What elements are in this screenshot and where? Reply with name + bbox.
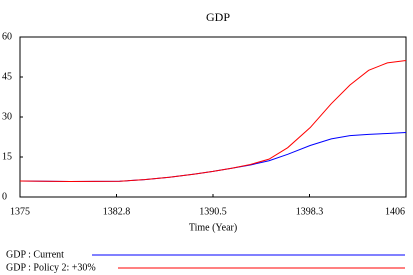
x-tick-label: 1382.8 [103, 206, 131, 217]
y-tick-label: 60 [2, 31, 12, 42]
chart: GDP Time (Year) 0 15 30 45 60 1375 1382.8 1390.… [0, 0, 413, 275]
x-tick-label: 1375 [10, 206, 30, 217]
x-axis-label: Time (Year) [189, 222, 237, 233]
legend-label: GDP : Current [6, 249, 64, 260]
y-tick-label: 45 [2, 71, 12, 82]
x-tick-label: 1390.5 [199, 206, 227, 217]
x-tick-label: 1398.3 [296, 206, 324, 217]
series-line [20, 132, 406, 181]
series-line [20, 60, 406, 181]
y-tick-label: 15 [2, 151, 12, 162]
chart-title: GDP [206, 10, 230, 24]
y-tick-label: 30 [2, 111, 12, 122]
y-tick-label: 0 [2, 191, 7, 202]
plot-frame [20, 37, 406, 197]
x-tick-label: 1406 [385, 206, 405, 217]
legend-label: GDP : Policy 2: +30% [6, 262, 96, 273]
